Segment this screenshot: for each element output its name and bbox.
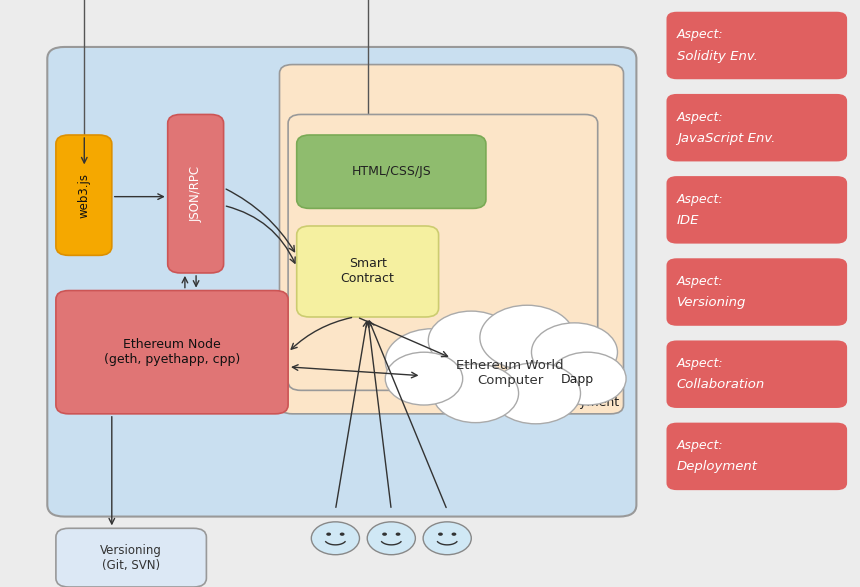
Circle shape xyxy=(428,311,514,370)
Text: Aspect:: Aspect: xyxy=(677,110,723,124)
Circle shape xyxy=(433,364,519,423)
Text: Versioning
(Git, SVN): Versioning (Git, SVN) xyxy=(101,544,162,572)
Circle shape xyxy=(423,522,471,555)
Text: IDE: IDE xyxy=(677,214,699,227)
Text: HTML/CSS/JS: HTML/CSS/JS xyxy=(352,165,431,178)
Text: Aspect:: Aspect: xyxy=(677,357,723,370)
Circle shape xyxy=(549,352,626,405)
Circle shape xyxy=(340,532,345,536)
Circle shape xyxy=(311,522,359,555)
Text: Deployment: Deployment xyxy=(677,460,758,474)
Circle shape xyxy=(382,532,387,536)
FancyBboxPatch shape xyxy=(666,340,847,408)
Circle shape xyxy=(438,532,443,536)
Text: Cloud Deployment: Cloud Deployment xyxy=(503,396,619,409)
FancyBboxPatch shape xyxy=(47,47,636,517)
FancyBboxPatch shape xyxy=(56,291,288,414)
Text: Aspect:: Aspect: xyxy=(677,193,723,206)
Text: Ethereum World
Computer: Ethereum World Computer xyxy=(456,359,564,387)
Circle shape xyxy=(326,532,331,536)
Text: JSON/RPC: JSON/RPC xyxy=(189,166,202,222)
Text: Collaboration: Collaboration xyxy=(677,378,765,392)
Text: Versioning: Versioning xyxy=(677,296,746,309)
Circle shape xyxy=(480,305,574,370)
Circle shape xyxy=(385,329,480,393)
Text: JavaScript Env.: JavaScript Env. xyxy=(677,131,775,145)
Circle shape xyxy=(367,522,415,555)
Circle shape xyxy=(396,532,401,536)
Text: Dapp: Dapp xyxy=(560,373,593,386)
FancyBboxPatch shape xyxy=(56,135,112,255)
FancyBboxPatch shape xyxy=(280,65,624,414)
FancyBboxPatch shape xyxy=(666,423,847,490)
FancyBboxPatch shape xyxy=(297,135,486,208)
FancyBboxPatch shape xyxy=(56,528,206,587)
Circle shape xyxy=(531,323,617,382)
FancyBboxPatch shape xyxy=(666,258,847,326)
Text: Aspect:: Aspect: xyxy=(677,439,723,453)
Text: Smart
Contract: Smart Contract xyxy=(341,258,395,285)
Text: Solidity Env.: Solidity Env. xyxy=(677,49,758,63)
Text: Aspect:: Aspect: xyxy=(677,275,723,288)
FancyBboxPatch shape xyxy=(666,94,847,161)
Text: Aspect:: Aspect: xyxy=(677,28,723,42)
FancyBboxPatch shape xyxy=(666,12,847,79)
Circle shape xyxy=(491,363,580,424)
Circle shape xyxy=(385,352,463,405)
FancyBboxPatch shape xyxy=(297,226,439,317)
FancyBboxPatch shape xyxy=(288,114,598,390)
Circle shape xyxy=(452,532,457,536)
FancyBboxPatch shape xyxy=(168,114,224,273)
FancyBboxPatch shape xyxy=(666,176,847,244)
Text: Ethereum Node
(geth, pyethapp, cpp): Ethereum Node (geth, pyethapp, cpp) xyxy=(104,338,240,366)
Text: web3.js: web3.js xyxy=(77,173,90,218)
